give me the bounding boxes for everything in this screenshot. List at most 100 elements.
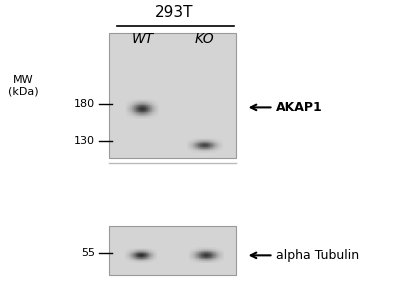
- Bar: [126, 110, 127, 111]
- Bar: [188, 147, 189, 148]
- Bar: [131, 262, 132, 263]
- Bar: [189, 253, 190, 254]
- Bar: [195, 140, 196, 141]
- Bar: [129, 255, 130, 256]
- Bar: [149, 262, 150, 263]
- Bar: [138, 253, 139, 254]
- Bar: [144, 250, 145, 251]
- Bar: [155, 106, 156, 107]
- Bar: [133, 106, 134, 107]
- Bar: [210, 247, 211, 248]
- Bar: [131, 253, 132, 254]
- Bar: [154, 260, 155, 261]
- Bar: [208, 141, 209, 142]
- Bar: [195, 138, 196, 139]
- Bar: [154, 250, 155, 251]
- Bar: [134, 256, 135, 257]
- Bar: [138, 105, 139, 106]
- Bar: [209, 253, 210, 254]
- Bar: [141, 104, 142, 105]
- Bar: [199, 139, 200, 140]
- Bar: [135, 116, 136, 117]
- Bar: [146, 116, 147, 117]
- Bar: [222, 260, 223, 261]
- Bar: [192, 140, 193, 141]
- Bar: [142, 102, 143, 103]
- Bar: [196, 146, 197, 147]
- Bar: [195, 262, 196, 263]
- Bar: [214, 138, 215, 139]
- Bar: [218, 256, 219, 257]
- Bar: [209, 142, 210, 143]
- Bar: [155, 252, 156, 253]
- Bar: [143, 109, 144, 110]
- Bar: [143, 259, 144, 260]
- Bar: [190, 251, 191, 252]
- Bar: [213, 262, 214, 263]
- Bar: [128, 105, 129, 106]
- Bar: [208, 148, 209, 149]
- Bar: [141, 108, 142, 109]
- Bar: [135, 115, 136, 116]
- Bar: [149, 110, 150, 111]
- Bar: [194, 256, 195, 257]
- Bar: [140, 248, 141, 249]
- Bar: [199, 254, 200, 255]
- Bar: [134, 115, 135, 116]
- Bar: [214, 262, 215, 263]
- Bar: [129, 115, 130, 116]
- Bar: [210, 260, 211, 261]
- Bar: [140, 251, 141, 252]
- Bar: [221, 253, 222, 254]
- Bar: [221, 258, 222, 259]
- Bar: [139, 110, 140, 111]
- Bar: [208, 259, 209, 260]
- Bar: [187, 148, 188, 149]
- Bar: [109, 33, 236, 159]
- Bar: [207, 151, 208, 152]
- Bar: [215, 252, 216, 253]
- Bar: [212, 256, 213, 257]
- Bar: [154, 254, 155, 255]
- Bar: [212, 255, 213, 256]
- Bar: [200, 138, 201, 139]
- Bar: [214, 248, 215, 249]
- Bar: [146, 112, 147, 113]
- Bar: [141, 255, 142, 256]
- Bar: [191, 251, 192, 252]
- Bar: [134, 101, 135, 102]
- Bar: [216, 143, 217, 144]
- Bar: [143, 115, 144, 116]
- Bar: [133, 100, 134, 101]
- Bar: [140, 260, 141, 261]
- Bar: [131, 101, 132, 102]
- Bar: [141, 249, 142, 250]
- Bar: [194, 258, 195, 259]
- Bar: [210, 151, 211, 152]
- Bar: [129, 108, 130, 109]
- Bar: [206, 248, 207, 249]
- Bar: [192, 256, 193, 257]
- Bar: [148, 253, 149, 254]
- Bar: [142, 259, 143, 260]
- Bar: [188, 259, 189, 260]
- Bar: [135, 101, 136, 102]
- Bar: [208, 254, 209, 255]
- Bar: [204, 144, 205, 145]
- Bar: [220, 142, 221, 143]
- Bar: [141, 254, 142, 255]
- Bar: [194, 150, 195, 151]
- Bar: [157, 108, 158, 109]
- Bar: [149, 116, 150, 117]
- Bar: [214, 257, 215, 258]
- Bar: [128, 107, 129, 108]
- Bar: [217, 146, 218, 147]
- Bar: [199, 150, 200, 151]
- Bar: [144, 103, 145, 104]
- Bar: [187, 144, 188, 145]
- Bar: [198, 141, 199, 142]
- Bar: [126, 108, 127, 109]
- Bar: [129, 110, 130, 111]
- Bar: [140, 117, 141, 118]
- Bar: [140, 255, 141, 256]
